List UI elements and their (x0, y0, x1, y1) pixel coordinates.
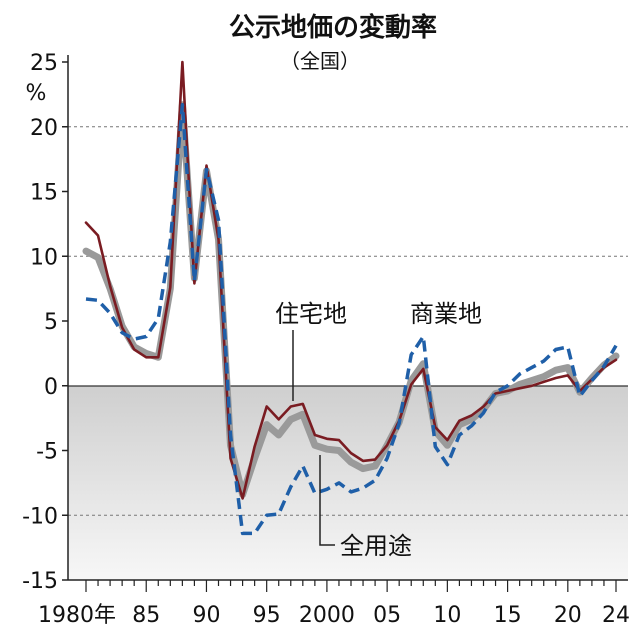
x-tick-label: 05 (373, 603, 401, 628)
y-tick-label: -10 (22, 504, 58, 529)
x-tick-label: 85 (132, 603, 160, 628)
annotation-residential: 住宅地 (275, 300, 347, 328)
plot-area (68, 60, 628, 580)
series-line-commercial (85, 102, 618, 536)
x-tick-label: 1980年 (38, 603, 116, 628)
x-tick-label: 2000 (299, 603, 355, 628)
y-tick-label: -15 (22, 569, 58, 594)
series-lines (82, 60, 620, 536)
x-tick-label: 15 (494, 603, 522, 628)
annotation-all-uses: 全用途 (340, 532, 412, 560)
annotation-commercial: 商業地 (410, 300, 482, 328)
series-annotations: 住宅地 商業地 全用途 (275, 300, 482, 560)
x-tick-label: 90 (192, 603, 220, 628)
annotation-leader-all (319, 455, 335, 546)
y-tick-label: 10 (30, 245, 58, 270)
x-tick-label: 20 (554, 603, 582, 628)
y-tick-label: 15 (30, 181, 58, 206)
y-tick-label: -5 (36, 440, 58, 465)
y-tick-label: 0 (44, 375, 58, 400)
y-axis-unit-label: % (26, 81, 47, 106)
x-tick-label: 95 (253, 603, 281, 628)
y-tick-label: 5 (44, 310, 58, 335)
x-tick-label: 10 (433, 603, 461, 628)
axes: 25 20 15 10 5 0 -5 -10 -15 1980年 85 90 95 2000 05 10 15… (22, 51, 630, 628)
negative-region-shading (68, 386, 628, 580)
x-tick-labels: 1980年 85 90 95 2000 05 10 15 20 24 (38, 580, 630, 628)
y-tick-label: 25 (30, 51, 58, 76)
chart-subtitle: （全国） (280, 49, 360, 73)
y-tick-labels: 25 20 15 10 5 0 -5 -10 -15 (22, 51, 68, 594)
x-tick-label: 24 (602, 603, 630, 628)
y-tick-label: 20 (30, 116, 58, 141)
chart-title: 公示地価の変動率 (229, 12, 437, 43)
